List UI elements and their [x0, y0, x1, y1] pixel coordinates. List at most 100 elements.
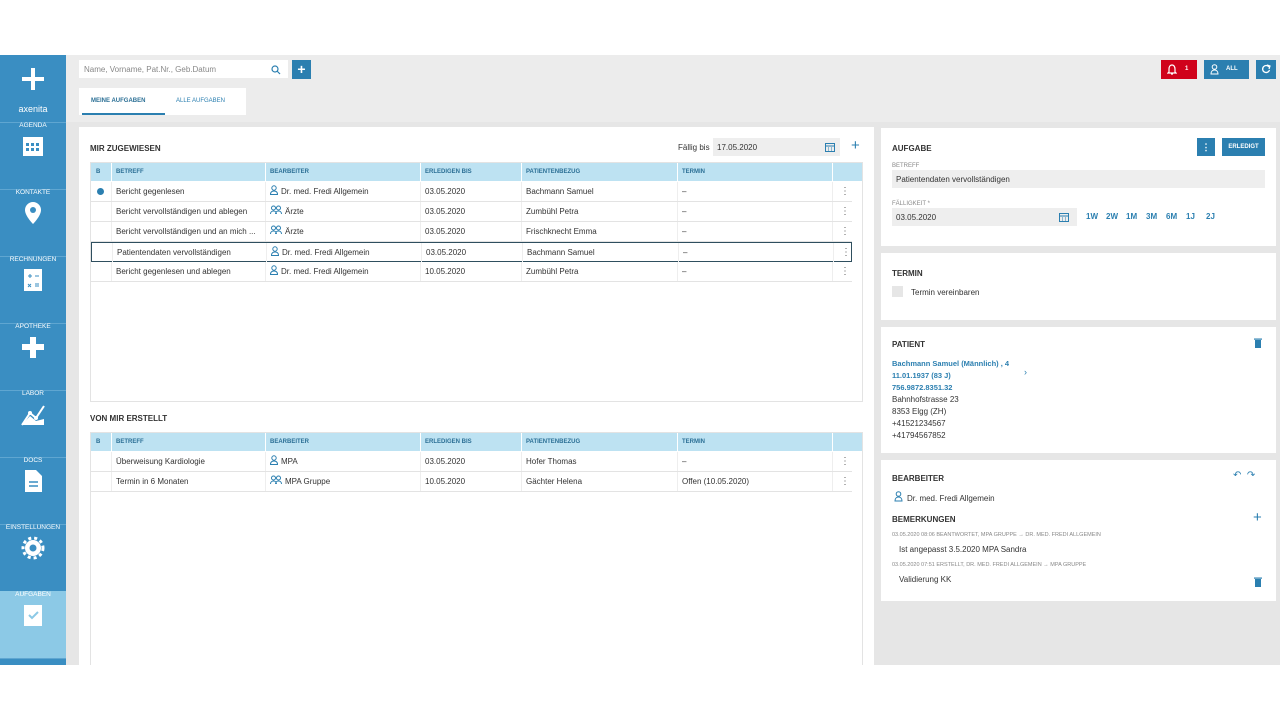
column-divider: [111, 433, 112, 451]
table-cell: 03.05.2020: [426, 243, 519, 262]
row-menu[interactable]: ⋮: [840, 476, 850, 487]
checkbox[interactable]: [892, 286, 903, 297]
row-menu[interactable]: ⋮: [840, 206, 850, 217]
table-row[interactable]: Patientendaten vervollständigen Dr. med. …: [91, 242, 852, 262]
nav-item[interactable]: APOTHEKE: [0, 323, 66, 391]
cell-divider: [521, 472, 522, 491]
cell-divider: [266, 243, 267, 262]
field-label: FÄLLIGKEIT *: [892, 201, 930, 207]
patient-link[interactable]: 756.9872.8351.32: [892, 383, 953, 392]
cell-text: –: [682, 227, 687, 236]
tab-label: MEINE AUFGABEN: [91, 98, 146, 104]
subject-field[interactable]: Patientendaten vervollständigen: [892, 170, 1265, 188]
range-button[interactable]: 1M: [1126, 212, 1138, 221]
delete-icon[interactable]: [1254, 577, 1262, 587]
table-header: B BETREFF BEARBEITER ERLEDIGEN BIS PATIENTEN…: [91, 433, 862, 451]
remark-text: Ist angepasst 3.5.2020 MPA Sandra: [899, 545, 1027, 554]
cell-text: Bachmann Samuel: [527, 248, 595, 257]
logo-icon: [22, 68, 44, 90]
user-filter-label: ALL: [1226, 66, 1238, 72]
range-button[interactable]: 1W: [1086, 212, 1098, 221]
cell-divider: [420, 182, 421, 201]
nav-label: EINSTELLUNGEN: [5, 524, 61, 531]
table-row[interactable]: Bericht vervollständigen und ablegen Ärzt…: [91, 202, 852, 222]
menu-button[interactable]: ⋮: [1197, 138, 1215, 156]
notification-button[interactable]: 1: [1161, 60, 1197, 79]
status-dot: [97, 188, 104, 195]
due-filter-input[interactable]: 17.05.2020: [713, 138, 840, 156]
row-menu[interactable]: ⋮: [841, 247, 851, 258]
done-button[interactable]: ERLEDIGT: [1222, 138, 1265, 156]
user-icon: [1210, 64, 1219, 75]
logo: axenita: [0, 55, 66, 123]
patient-panel: PATIENT › Bachmann Samuel (Männlich) , 4…: [881, 327, 1276, 453]
patient-line: Bahnhofstrasse 23: [892, 395, 959, 404]
assignee-icon: [270, 225, 282, 235]
row-menu[interactable]: ⋮: [840, 266, 850, 277]
nav-item[interactable]: LABOR: [0, 390, 66, 458]
add-button[interactable]: +: [292, 60, 311, 79]
table-cell: Offen (10.05.2020): [682, 472, 829, 491]
table-row[interactable]: Bericht vervollständigen und an mich ...…: [91, 222, 852, 242]
add-task-button[interactable]: +: [851, 137, 860, 154]
remark-meta: 03.05.2020 07:51 ERSTELLT, DR. MED. FRED…: [892, 562, 1087, 568]
remark-text: Validierung KK: [899, 575, 952, 584]
nav-item[interactable]: AUFGABEN: [0, 591, 66, 659]
column-header: BETREFF: [116, 169, 144, 175]
table-row[interactable]: Überweisung Kardiologie MPA 03.05.2020 Hofe…: [91, 452, 852, 472]
nav-item[interactable]: EINSTELLUNGEN: [0, 524, 66, 592]
expand-icon[interactable]: ›: [1024, 367, 1027, 377]
range-button[interactable]: 2W: [1106, 212, 1118, 221]
add-remark-button[interactable]: +: [1253, 509, 1262, 526]
nav-icon: [25, 470, 42, 492]
refresh-button[interactable]: [1256, 60, 1276, 79]
cell-divider: [677, 452, 678, 471]
assignee-name: Dr. med. Fredi Allgemein: [907, 494, 995, 503]
patient-link[interactable]: 11.01.1937 (83 J): [892, 371, 951, 380]
column-divider: [265, 163, 266, 181]
delete-icon[interactable]: [1254, 338, 1262, 348]
nav-item[interactable]: RECHNUNGEN: [0, 256, 66, 324]
row-menu[interactable]: ⋮: [840, 186, 850, 197]
assignee-icon: [270, 185, 279, 195]
search-box[interactable]: Name, Vorname, Pat.Nr., Geb.Datum: [79, 60, 288, 78]
undo-redo[interactable]: ↶ ↷: [1233, 470, 1256, 481]
column-divider: [832, 163, 833, 181]
table-cell: 03.05.2020: [425, 222, 518, 241]
table-row[interactable]: Bericht gegenlesen und ablegen Dr. med. F…: [91, 262, 852, 282]
due-field[interactable]: 03.05.2020: [892, 208, 1077, 226]
nav-label: LABOR: [21, 390, 45, 397]
search-placeholder: Name, Vorname, Pat.Nr., Geb.Datum: [84, 65, 217, 74]
table-cell: 03.05.2020: [425, 202, 518, 221]
range-button[interactable]: 6M: [1166, 212, 1178, 221]
nav-item[interactable]: AGENDA: [0, 122, 66, 190]
nav-item[interactable]: KONTAKTE: [0, 189, 66, 257]
table-cell: Hofer Thomas: [526, 452, 674, 471]
nav-label: AUFGABEN: [15, 591, 51, 598]
remarks-title: BEMERKUNGEN: [892, 515, 956, 524]
cell-divider: [521, 182, 522, 201]
section-title: MIR ZUGEWIESEN: [90, 144, 161, 153]
cell-divider: [111, 262, 112, 281]
range-button[interactable]: 1J: [1186, 212, 1195, 221]
row-menu[interactable]: ⋮: [840, 456, 850, 467]
cell-text: MPA: [281, 457, 298, 466]
patient-link[interactable]: Bachmann Samuel (Männlich) , 4: [892, 359, 1010, 368]
cell-divider: [265, 452, 266, 471]
table-cell: Termin in 6 Monaten: [116, 472, 262, 491]
tab-label[interactable]: ALLE AUFGABEN: [176, 98, 226, 104]
table-row[interactable]: Termin in 6 Monaten MPA Gruppe 10.05.2020 G…: [91, 472, 852, 492]
table-row[interactable]: Bericht gegenlesen Dr. med. Fredi Allgeme…: [91, 182, 852, 202]
panel-title: PATIENT: [892, 340, 926, 349]
tab-active[interactable]: MEINE AUFGABEN: [82, 88, 165, 115]
row-menu[interactable]: ⋮: [840, 226, 850, 237]
range-button[interactable]: 3M: [1146, 212, 1158, 221]
user-filter-button[interactable]: ALL: [1204, 60, 1249, 79]
bell-icon: [1167, 64, 1177, 75]
cell-text: –: [682, 187, 687, 196]
nav-item[interactable]: DOCS: [0, 457, 66, 525]
cell-divider: [832, 202, 833, 221]
cell-divider: [111, 202, 112, 221]
range-button[interactable]: 2J: [1206, 212, 1215, 221]
table-cell: Zumbühl Petra: [526, 262, 674, 281]
